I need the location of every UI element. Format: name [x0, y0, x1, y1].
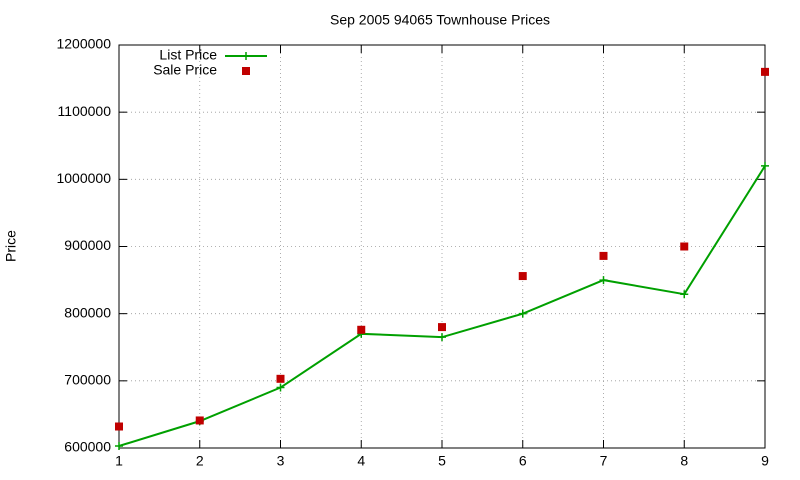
y-tick-label: 600000	[64, 439, 111, 455]
x-tick-label: 9	[761, 453, 769, 469]
point	[438, 323, 446, 332]
x-tick-label: 1	[115, 453, 123, 469]
x-tick-label: 6	[519, 453, 527, 469]
point-plus	[115, 441, 123, 450]
legend-label: List Price	[159, 47, 217, 63]
plot-border	[118, 44, 766, 449]
y-tick-label: 700000	[64, 372, 111, 388]
x-tick-label: 7	[600, 453, 608, 469]
point	[276, 374, 285, 383]
point	[195, 416, 204, 425]
point	[761, 67, 769, 76]
x-tick-label: 5	[438, 453, 446, 469]
point	[518, 272, 527, 281]
point-plus	[438, 333, 446, 342]
y-tick-label: 1200000	[56, 36, 111, 52]
legend-marker	[242, 52, 250, 60]
point	[357, 325, 366, 334]
point	[115, 422, 123, 431]
point	[680, 242, 689, 251]
y-tick-label: 1000000	[56, 170, 111, 186]
legend-marker	[242, 67, 250, 75]
point-plus	[518, 309, 527, 318]
x-tick-label: 2	[196, 453, 204, 469]
x-tick-label: 4	[357, 453, 365, 469]
legend-label: Sale Price	[153, 62, 217, 78]
chart-title: Sep 2005 94065 Townhouse Prices	[330, 12, 550, 28]
y-tick-label: 800000	[64, 304, 111, 320]
x-tick-label: 8	[680, 453, 688, 469]
point-plus	[276, 383, 285, 392]
x-tick-label: 3	[277, 453, 285, 469]
y-axis-label: Price	[3, 230, 19, 262]
point	[599, 251, 608, 260]
y-tick-label: 900000	[64, 237, 111, 253]
y-tick-label: 1100000	[58, 103, 112, 119]
point-plus	[599, 276, 608, 285]
point-plus	[761, 161, 769, 170]
point-plus	[680, 290, 689, 299]
